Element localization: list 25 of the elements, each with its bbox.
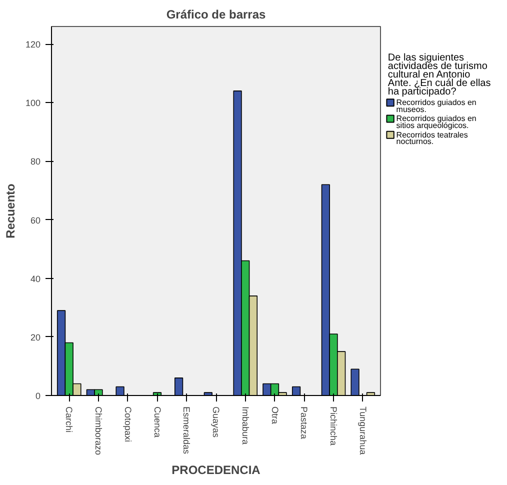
x-tick-label: Guayas [211,406,221,438]
y-tick-label: 80 [30,156,41,167]
chart-title: Gráfico de barras [166,8,266,22]
y-axis-title: Recuento [3,184,18,238]
y-tick-label: 100 [25,98,41,108]
y-tick-label: 120 [25,40,41,50]
x-tick-label: Otra [270,406,280,424]
x-tick-label: Esmeraldas [182,406,192,455]
y-tick-label: 60 [30,215,41,226]
x-tick-label: Pastaza [299,406,310,440]
x-tick-label: Cotopaxi [122,406,133,442]
legend-label: Recorridos teatrales nocturnos. [396,130,468,146]
x-tick-label: Imbabura [240,406,250,445]
y-tick-label: 20 [30,332,41,342]
x-tick-label: Tungurahua [358,406,368,455]
x-tick-label: Pichincha [328,406,338,446]
legend-title: De las siguientes actividades de turismo cultural en Antonio Ante. ¿En cuál de ellas ha participado? [388,52,491,98]
x-tick-label: Carchi [64,406,74,433]
y-tick-label: 0 [35,391,41,401]
x-axis-title: PROCEDENCIA [172,463,261,478]
x-tick-label: Cuenca [152,406,162,438]
legend-label: Recorridos guiados en sitios arqueológicos. [396,114,476,130]
legend-label: Recorridos guiados en museos. [396,98,476,114]
y-tick-label: 40 [30,274,41,284]
x-tick-label: Chimborazo [94,406,104,456]
